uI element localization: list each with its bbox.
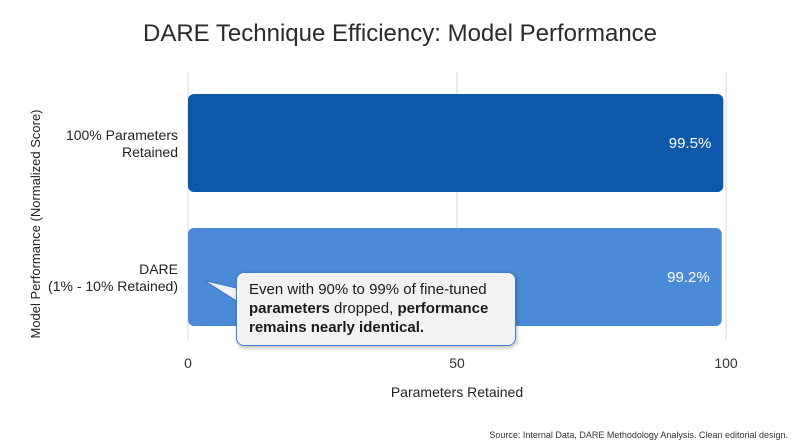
source-note: Source: Internal Data, DARE Methodology … — [489, 430, 788, 440]
y-axis-label: Model Performance (Normalized Score) — [28, 109, 43, 338]
x-tick-label-1: 50 — [449, 355, 465, 371]
data-label-0: 99.5% — [669, 135, 712, 152]
bar-0 — [188, 94, 724, 192]
category-label-1: DARE (1% - 10% Retained) — [48, 261, 178, 294]
x-tick-label-0: 0 — [184, 355, 192, 371]
category-label-line: (1% - 10% Retained) — [48, 278, 178, 294]
callout-line-2: dropped, — [329, 300, 398, 317]
data-label-1: 99.2% — [667, 269, 710, 286]
category-label-0: 100% Parameters Retained — [66, 127, 178, 160]
callout-bold-performance: performance — [397, 300, 489, 317]
callout-pointer — [202, 279, 247, 307]
callout-bold-parameters: parameters — [249, 300, 330, 317]
chart-title: DARE Technique Efficiency: Model Perform… — [142, 20, 658, 47]
category-label-line: 100% Parameters — [66, 127, 178, 143]
callout-bold-line-3: remains nearly identical. — [249, 319, 425, 336]
x-tick-label-2: 100 — [714, 355, 738, 371]
category-label-line: DARE — [139, 261, 178, 277]
annotation-callout: Even with 90% to 99% of fine-tuned param… — [236, 272, 516, 346]
category-label-line: Retained — [122, 144, 178, 160]
callout-line-1: Even with 90% to 99% of fine-tuned — [249, 281, 487, 298]
x-axis-label: Parameters Retained — [391, 384, 523, 400]
